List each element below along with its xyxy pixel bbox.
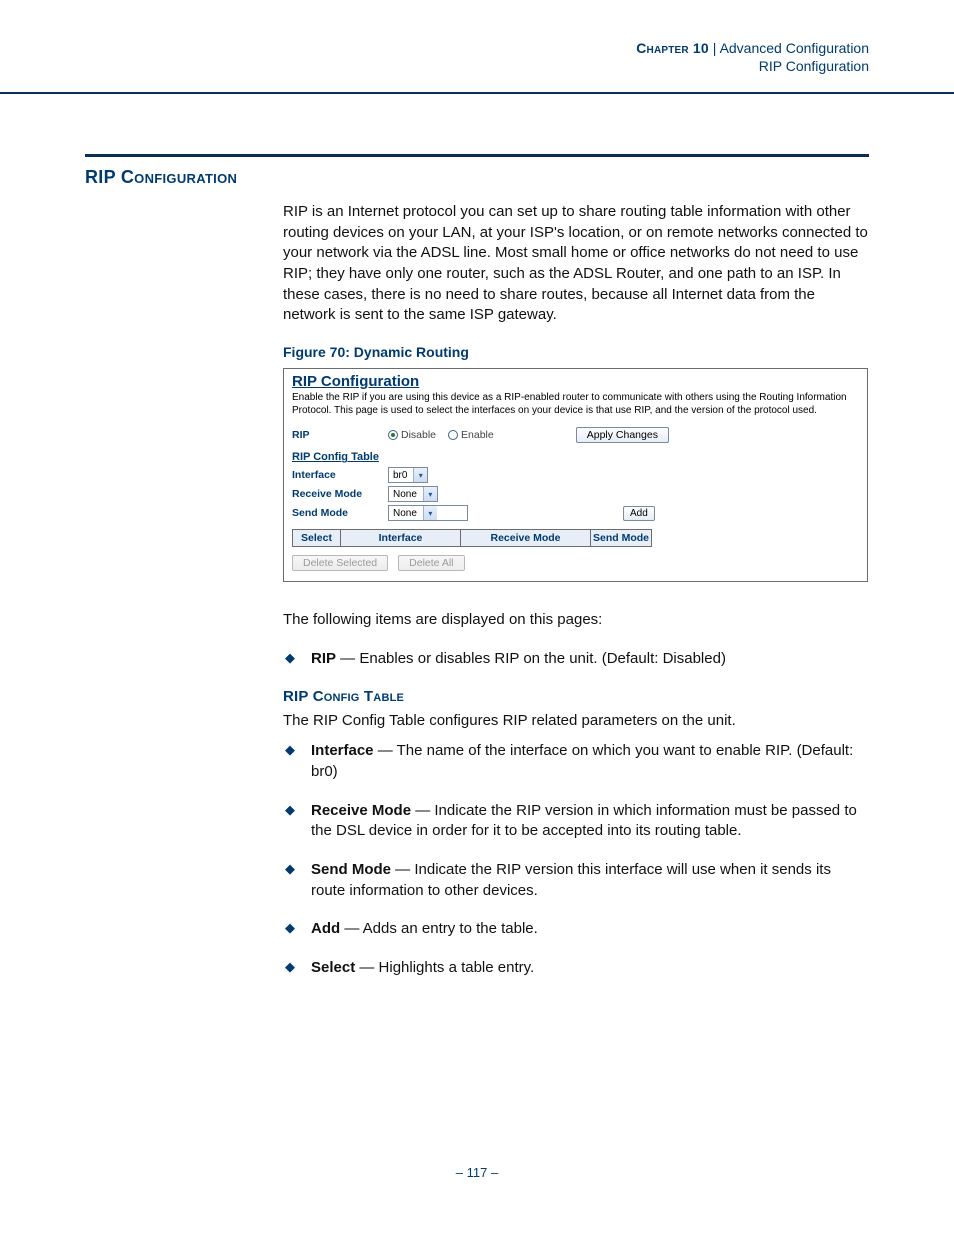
send-mode-label: Send Mode — [292, 507, 388, 519]
chevron-down-icon: ▾ — [423, 506, 437, 520]
subheading: RIP Config Table — [283, 688, 869, 705]
page-number: – 117 – — [0, 1165, 954, 1180]
th-interface: Interface — [341, 530, 461, 546]
bullet-label: Send Mode — [311, 861, 391, 878]
chevron-down-icon: ▾ — [413, 468, 427, 482]
receive-mode-value: None — [389, 489, 423, 500]
bullet-text: — Highlights a table entry. — [355, 959, 534, 976]
interface-value: br0 — [389, 470, 413, 481]
page-header: Chapter 10 | Advanced Configuration RIP … — [0, 0, 954, 84]
subheading-desc: The RIP Config Table configures RIP rela… — [283, 711, 869, 732]
figure-caption: Figure 70: Dynamic Routing — [283, 344, 869, 360]
bullet-rip-label: RIP — [311, 650, 336, 667]
bullet-label: Receive Mode — [311, 802, 411, 819]
bullet-send: Send Mode — Indicate the RIP version thi… — [283, 860, 869, 901]
rip-toggle-row: RIP Disable Enable Apply Changes — [292, 427, 859, 443]
bullet-text: — The name of the interface on which you… — [311, 742, 853, 780]
header-title: Advanced Configuration — [720, 40, 869, 56]
header-subtitle: RIP Configuration — [85, 58, 869, 74]
header-separator: | — [713, 40, 717, 56]
bullet-rip: RIP — Enables or disables RIP on the uni… — [283, 649, 869, 670]
th-send: Send Mode — [591, 530, 651, 546]
rip-config-table-header: Select Interface Receive Mode Send Mode — [292, 529, 652, 547]
bullet-receive: Receive Mode — Indicate the RIP version … — [283, 801, 869, 842]
receive-mode-label: Receive Mode — [292, 488, 388, 500]
enable-label: Enable — [461, 429, 494, 441]
disable-label: Disable — [401, 429, 436, 441]
radio-icon — [388, 430, 398, 440]
receive-mode-select[interactable]: None ▾ — [388, 486, 438, 502]
bullet-label: Select — [311, 959, 355, 976]
send-mode-select[interactable]: None ▾ — [388, 505, 468, 521]
screenshot-description: Enable the RIP if you are using this dev… — [292, 392, 859, 417]
delete-all-button[interactable]: Delete All — [398, 555, 464, 571]
add-button[interactable]: Add — [623, 506, 655, 521]
radio-icon — [448, 430, 458, 440]
section-rule — [85, 154, 869, 157]
config-table-heading: RIP Config Table — [292, 451, 859, 463]
bullet-label: Add — [311, 920, 340, 937]
interface-label: Interface — [292, 469, 388, 481]
items-intro: The following items are displayed on thi… — [283, 610, 869, 631]
bullet-rip-text: — Enables or disables RIP on the unit. (… — [336, 650, 726, 667]
enable-radio[interactable]: Enable — [448, 429, 494, 441]
apply-changes-button[interactable]: Apply Changes — [576, 427, 669, 443]
th-receive: Receive Mode — [461, 530, 591, 546]
screenshot-title: RIP Configuration — [292, 373, 859, 390]
bullet-select: Select — Highlights a table entry. — [283, 958, 869, 979]
bullet-label: Interface — [311, 742, 374, 759]
bullet-text: — Adds an entry to the table. — [340, 920, 538, 937]
chapter-label: Chapter 10 — [636, 40, 709, 56]
interface-select[interactable]: br0 ▾ — [388, 467, 428, 483]
chevron-down-icon: ▾ — [423, 487, 437, 501]
screenshot-panel: RIP Configuration Enable the RIP if you … — [283, 368, 868, 582]
delete-selected-button[interactable]: Delete Selected — [292, 555, 388, 571]
send-mode-value: None — [389, 508, 423, 519]
section-title: RIP Configuration — [85, 167, 869, 188]
th-select: Select — [293, 530, 341, 546]
intro-paragraph: RIP is an Internet protocol you can set … — [283, 202, 869, 326]
disable-radio[interactable]: Disable — [388, 429, 436, 441]
bullet-add: Add — Adds an entry to the table. — [283, 919, 869, 940]
bullet-interface: Interface — The name of the interface on… — [283, 741, 869, 782]
rip-label: RIP — [292, 429, 388, 441]
